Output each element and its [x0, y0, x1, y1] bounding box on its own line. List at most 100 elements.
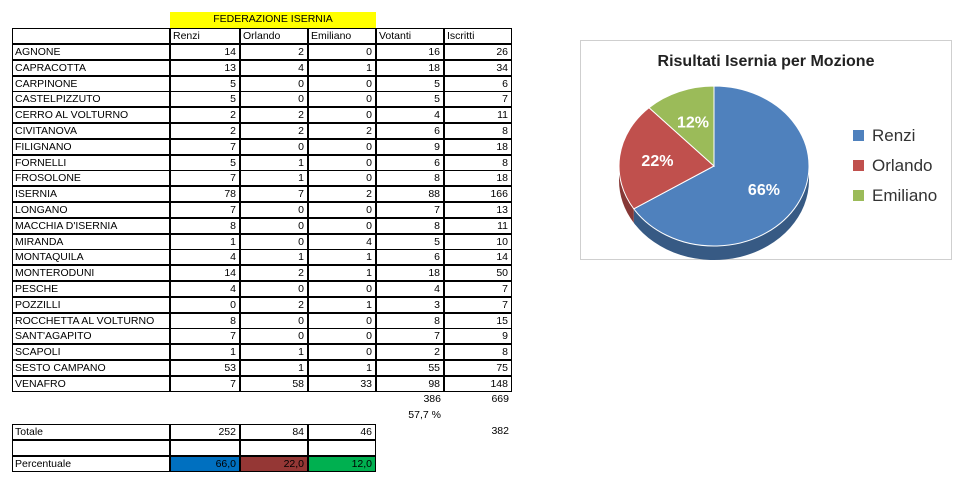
vote-cell: 14 — [170, 265, 240, 282]
vote-cell: 2 — [240, 123, 308, 139]
vote-cell: 5 — [170, 91, 240, 108]
vote-cell: 11 — [444, 107, 512, 124]
totale-votanti: 382 — [491, 424, 509, 437]
vote-cell: 0 — [308, 202, 376, 218]
totale-value: 84 — [240, 423, 308, 440]
vote-cell: 10 — [444, 233, 512, 250]
vote-cell: 7 — [376, 202, 444, 218]
vote-cell: 1 — [240, 170, 308, 187]
vote-cell: 14 — [170, 44, 240, 60]
vote-cell: 2 — [240, 44, 308, 60]
vote-cell: 78 — [170, 186, 240, 203]
vote-cell: 8 — [444, 344, 512, 361]
legend-swatch — [853, 160, 864, 171]
vote-cell: 33 — [308, 375, 376, 392]
vote-cell: 4 — [308, 233, 376, 250]
pie-chart: 66% 22% 12% — [618, 85, 810, 260]
blank-cell — [308, 439, 376, 456]
comune-name: VENAFRO — [12, 375, 170, 392]
comune-name: PESCHE — [12, 281, 170, 297]
vote-cell: 4 — [240, 59, 308, 76]
vote-cell: 0 — [308, 154, 376, 171]
vote-cell: 2 — [376, 344, 444, 361]
comune-name: CAPRACOTTA — [12, 59, 170, 76]
comune-name: FORNELLI — [12, 154, 170, 171]
column-header: Votanti — [376, 28, 444, 44]
comune-name: SESTO CAMPANO — [12, 360, 170, 376]
vote-cell: 8 — [444, 123, 512, 139]
vote-cell: 13 — [444, 202, 512, 218]
vote-cell: 0 — [170, 296, 240, 313]
vote-cell: 2 — [240, 296, 308, 313]
vote-cell: 6 — [444, 75, 512, 92]
vote-cell: 18 — [444, 170, 512, 187]
vote-cell: 4 — [170, 281, 240, 297]
vote-cell: 7 — [170, 328, 240, 345]
header-blank — [12, 28, 170, 44]
vote-cell: 2 — [170, 123, 240, 139]
legend-swatch — [853, 190, 864, 201]
legend-label: Renzi — [872, 126, 916, 145]
vote-cell: 5 — [376, 233, 444, 250]
vote-cell: 8 — [376, 312, 444, 329]
affluenza: 57,7 % — [408, 408, 441, 421]
comune-name: FROSOLONE — [12, 170, 170, 187]
vote-cell: 0 — [240, 75, 308, 92]
vote-cell: 4 — [376, 281, 444, 297]
vote-cell: 7 — [170, 138, 240, 155]
vote-cell: 166 — [444, 186, 512, 203]
vote-cell: 7 — [376, 328, 444, 345]
vote-cell: 1 — [170, 344, 240, 361]
vote-cell: 88 — [376, 186, 444, 203]
vote-cell: 5 — [376, 75, 444, 92]
vote-cell: 7 — [240, 186, 308, 203]
vote-cell: 0 — [240, 328, 308, 345]
vote-cell: 75 — [444, 360, 512, 376]
vote-cell: 0 — [308, 328, 376, 345]
comune-name: MIRANDA — [12, 233, 170, 250]
comune-name: CASTELPIZZUTO — [12, 91, 170, 108]
totale-label: Totale — [12, 423, 170, 440]
comune-name: MONTERODUNI — [12, 265, 170, 282]
pie-data-label: 22% — [641, 153, 673, 170]
pie-slice-side — [633, 166, 809, 260]
vote-cell: 26 — [444, 44, 512, 60]
pie-data-label: 66% — [748, 182, 780, 199]
comune-name: SANT'AGAPITO — [12, 328, 170, 345]
pie-chart-panel: Risultati Isernia per Mozione 66% 22% 12% … — [580, 40, 952, 260]
vote-cell: 14 — [444, 249, 512, 266]
percentuale-label: Percentuale — [12, 455, 170, 472]
vote-cell: 0 — [240, 202, 308, 218]
vote-cell: 15 — [444, 312, 512, 329]
vote-cell: 148 — [444, 375, 512, 392]
vote-cell: 0 — [240, 91, 308, 108]
blank-row — [12, 439, 170, 456]
vote-cell: 2 — [170, 107, 240, 124]
comune-name: SCAPOLI — [12, 344, 170, 361]
vote-cell: 11 — [444, 217, 512, 234]
vote-cell: 1 — [308, 296, 376, 313]
vote-cell: 53 — [170, 360, 240, 376]
comune-name: LONGANO — [12, 202, 170, 218]
chart-title: Risultati Isernia per Mozione — [657, 53, 875, 70]
column-header: Renzi — [170, 28, 240, 44]
vote-cell: 0 — [240, 233, 308, 250]
vote-cell: 0 — [308, 344, 376, 361]
percentuale-value: 66,0 — [170, 455, 240, 472]
legend-label: Emiliano — [872, 186, 938, 205]
vote-cell: 7 — [444, 91, 512, 108]
vote-cell: 2 — [240, 107, 308, 124]
comune-name: AGNONE — [12, 44, 170, 60]
vote-cell: 58 — [240, 375, 308, 392]
vote-cell: 7 — [444, 296, 512, 313]
vote-cell: 0 — [308, 44, 376, 60]
vote-cell: 0 — [308, 281, 376, 297]
column-header: Orlando — [240, 28, 308, 44]
vote-cell: 8 — [444, 154, 512, 171]
legend-label: Orlando — [872, 156, 933, 175]
vote-cell: 98 — [376, 375, 444, 392]
vote-cell: 1 — [240, 249, 308, 266]
vote-cell: 18 — [376, 59, 444, 76]
vote-cell: 0 — [240, 217, 308, 234]
vote-cell: 6 — [376, 123, 444, 139]
